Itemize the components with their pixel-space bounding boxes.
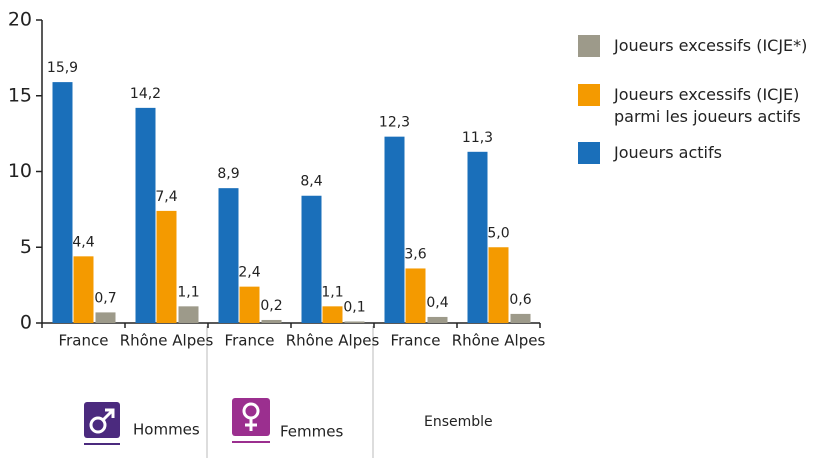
bar <box>384 136 405 323</box>
bar <box>73 256 94 323</box>
legend-swatch <box>578 142 600 164</box>
value-label: 5,0 <box>487 225 509 241</box>
value-label: 12,3 <box>379 115 410 131</box>
bar <box>405 268 426 323</box>
y-tick-label: 0 <box>20 312 32 334</box>
x-tick-label: France <box>225 332 275 350</box>
y-tick-label: 15 <box>8 84 32 106</box>
legend-label: Joueurs excessifs (ICJE) parmi les joueu… <box>614 85 801 126</box>
bar <box>488 247 509 323</box>
value-label: 2,4 <box>238 265 260 281</box>
value-label: 7,4 <box>155 189 177 205</box>
legend-item: Joueurs excessifs (ICJE) parmi les joueu… <box>578 84 828 128</box>
legend-item: Joueurs actifs <box>578 142 828 164</box>
bar <box>261 319 282 323</box>
value-label: 4,4 <box>72 234 94 250</box>
group-label: Ensemble <box>424 414 493 430</box>
bar <box>95 312 116 323</box>
legend-swatch <box>578 35 600 57</box>
x-tick-label: France <box>59 332 109 350</box>
bar <box>322 306 343 323</box>
value-label: 14,2 <box>130 86 161 102</box>
group-label: Femmes <box>280 423 343 441</box>
value-label: 0,4 <box>426 295 448 311</box>
value-label: 0,6 <box>509 292 531 308</box>
value-label: 1,1 <box>177 284 199 300</box>
value-label: 0,2 <box>260 298 282 314</box>
group-label: Hommes <box>133 421 200 439</box>
bar <box>427 316 448 323</box>
y-tick-label: 20 <box>8 9 32 31</box>
legend-swatch <box>578 84 600 106</box>
y-tick-label: 5 <box>20 236 32 258</box>
value-label: 1,1 <box>321 284 343 300</box>
value-label: 15,9 <box>47 60 78 76</box>
x-tick-label: Rhône Alpes <box>286 332 380 350</box>
x-tick-label: France <box>391 332 441 350</box>
value-label: 8,9 <box>217 166 239 182</box>
value-label: 0,1 <box>343 299 365 315</box>
bar <box>52 82 73 324</box>
bar <box>156 210 177 323</box>
legend-label: Joueurs actifs <box>614 143 722 162</box>
value-label: 0,7 <box>94 290 116 306</box>
value-label: 3,6 <box>404 246 426 262</box>
x-tick-label: Rhône Alpes <box>452 332 546 350</box>
value-label: 8,4 <box>300 174 322 190</box>
male-icon <box>84 402 120 445</box>
x-tick-label: Rhône Alpes <box>120 332 214 350</box>
bar <box>239 286 260 323</box>
bar <box>344 321 365 323</box>
value-label: 11,3 <box>462 130 493 146</box>
legend-label: Joueurs excessifs (ICJE*) <box>614 36 808 55</box>
y-tick-label: 10 <box>8 160 32 182</box>
legend-item: Joueurs excessifs (ICJE*) <box>578 35 828 57</box>
bar <box>301 195 322 323</box>
bar <box>178 306 199 323</box>
bar <box>135 107 156 324</box>
female-icon <box>232 398 270 443</box>
bar <box>467 151 488 323</box>
bar <box>218 188 239 323</box>
bar <box>510 313 531 323</box>
